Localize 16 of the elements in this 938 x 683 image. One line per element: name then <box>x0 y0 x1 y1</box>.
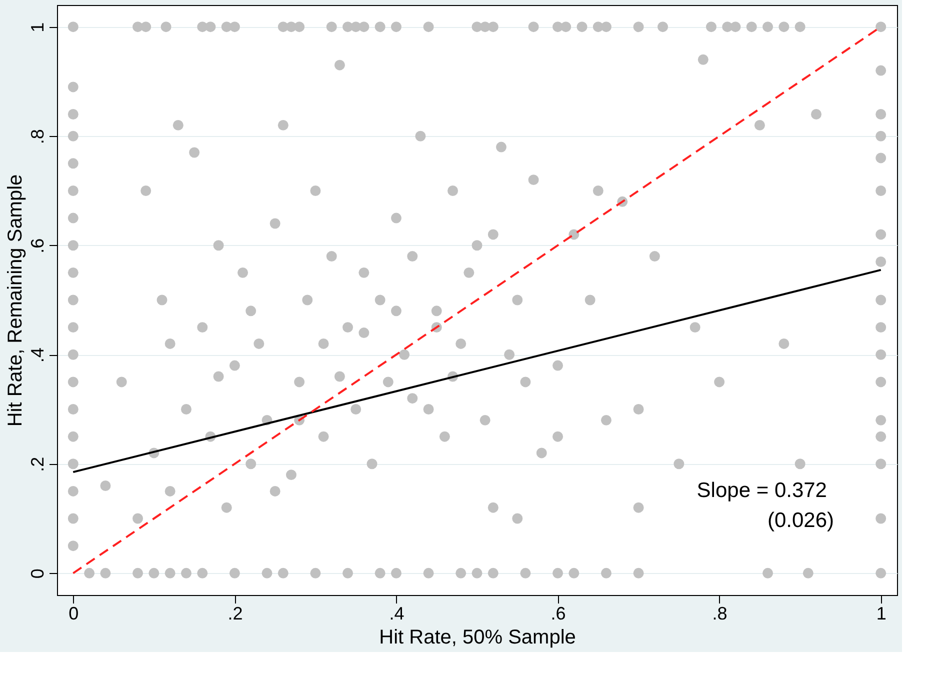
x-tick-label: .8 <box>712 604 728 624</box>
y-axis-title: Hit Rate, Remaining Sample <box>4 174 26 427</box>
x-tick-label: .6 <box>550 604 566 624</box>
x-axis-title: Hit Rate, 50% Sample <box>379 626 576 648</box>
y-tick-label: 0 <box>28 568 48 579</box>
annotation: Slope = 0.372 <box>696 479 827 502</box>
y-tick-label: 1 <box>28 22 48 32</box>
x-tick-label: 1 <box>876 604 886 624</box>
x-tick-label: .2 <box>228 604 243 624</box>
annotation: (0.026) <box>767 509 834 532</box>
x-tick-label: .4 <box>389 604 404 624</box>
y-tick-label: .4 <box>28 348 48 363</box>
y-tick-label: .8 <box>28 129 48 144</box>
y-tick-label: .6 <box>28 238 48 254</box>
x-tick-label: 0 <box>68 604 79 624</box>
y-tick-label: .2 <box>28 456 48 472</box>
